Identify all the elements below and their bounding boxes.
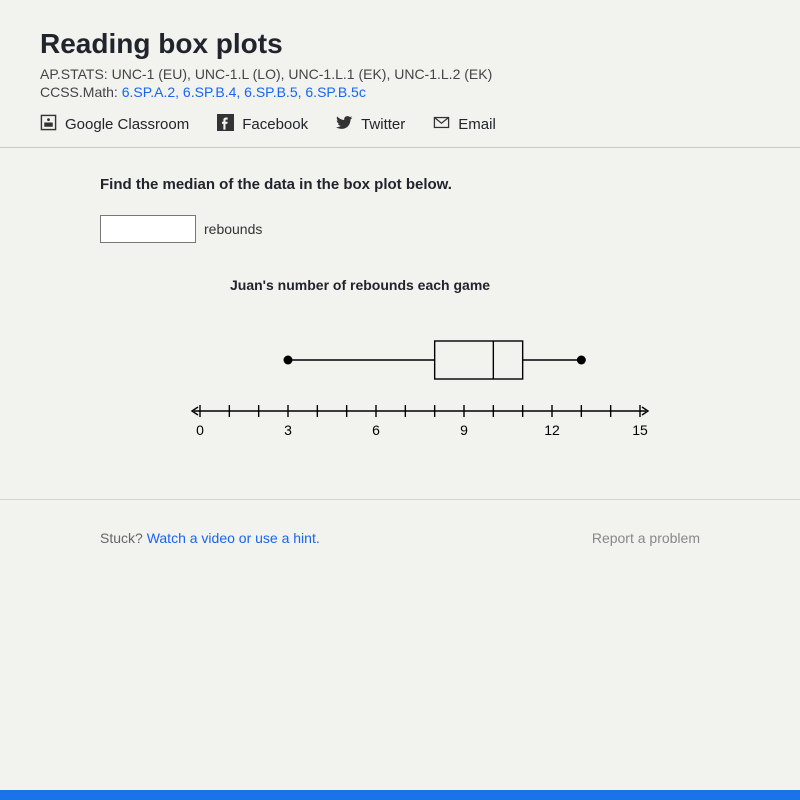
svg-text:9: 9 <box>460 422 468 438</box>
chart-title: Juan's number of rebounds each game <box>230 277 650 293</box>
share-facebook-label: Facebook <box>242 116 308 133</box>
answer-input[interactable] <box>100 215 196 243</box>
share-classroom-label: Google Classroom <box>65 116 189 133</box>
divider-bottom <box>0 499 800 500</box>
share-row: Google Classroom Facebook Twitter Email <box>40 114 760 147</box>
stuck-label: Stuck? <box>100 530 147 546</box>
bottom-bar <box>0 790 800 800</box>
share-email-label: Email <box>458 116 496 133</box>
boxplot-chart: 0 3 6 9 12 15 <box>190 311 650 451</box>
facebook-icon <box>217 114 234 135</box>
ap-label: AP.STATS: <box>40 66 108 82</box>
question-prompt: Find the median of the data in the box p… <box>100 176 760 193</box>
ap-standards: AP.STATS: UNC-1 (EU), UNC-1.L (LO), UNC-… <box>40 66 760 82</box>
hint-link[interactable]: Watch a video or use a hint. <box>147 530 320 546</box>
ap-list: UNC-1 (EU), UNC-1.L (LO), UNC-1.L.1 (EK)… <box>108 66 493 82</box>
share-email[interactable]: Email <box>433 114 496 135</box>
stuck-text: Stuck? Watch a video or use a hint. <box>100 530 320 546</box>
email-icon <box>433 114 450 135</box>
svg-text:0: 0 <box>196 422 204 438</box>
share-twitter[interactable]: Twitter <box>336 114 405 135</box>
report-link[interactable]: Report a problem <box>592 530 700 546</box>
footer-row: Stuck? Watch a video or use a hint. Repo… <box>100 530 700 546</box>
ccss-label: CCSS.Math: <box>40 84 122 100</box>
ccss-list[interactable]: 6.SP.A.2, 6.SP.B.4, 6.SP.B.5, 6.SP.B.5c <box>122 84 366 100</box>
answer-unit: rebounds <box>204 221 262 237</box>
share-classroom[interactable]: Google Classroom <box>40 114 189 135</box>
boxplot-block: Juan's number of rebounds each game 0 3 6 9… <box>190 277 650 451</box>
share-twitter-label: Twitter <box>361 116 405 133</box>
svg-text:12: 12 <box>544 422 560 438</box>
page-title: Reading box plots <box>40 28 760 60</box>
svg-text:15: 15 <box>632 422 648 438</box>
twitter-icon <box>336 114 353 135</box>
ccss-standards: CCSS.Math: 6.SP.A.2, 6.SP.B.4, 6.SP.B.5,… <box>40 84 760 100</box>
svg-text:3: 3 <box>284 422 292 438</box>
classroom-icon <box>40 114 57 135</box>
svg-text:6: 6 <box>372 422 380 438</box>
share-facebook[interactable]: Facebook <box>217 114 308 135</box>
answer-row: rebounds <box>100 215 760 243</box>
divider <box>0 147 800 148</box>
